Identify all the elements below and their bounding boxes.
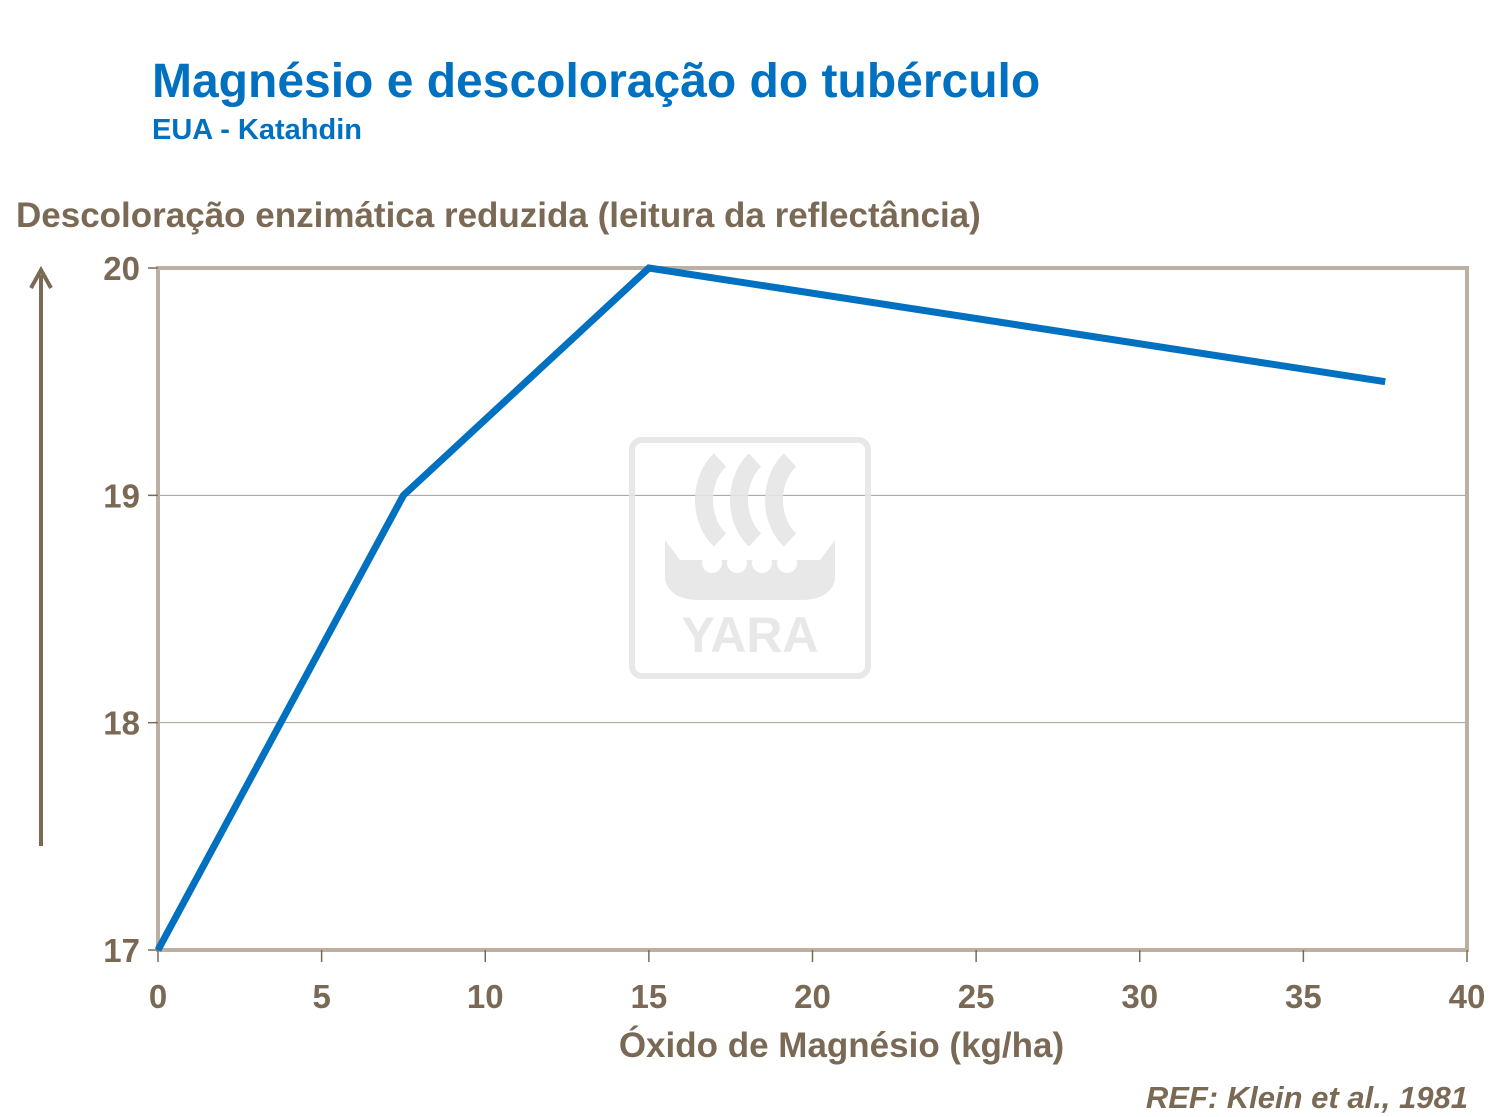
y-tick-label: 19: [103, 477, 140, 514]
reference-note: REF: Klein et al., 1981: [1145, 1080, 1468, 1115]
chart-subtitle: EUA - Katahdin: [152, 114, 362, 146]
chart-title: Magnésio e descoloração do tubérculo: [152, 55, 1041, 108]
up-arrow-icon: [29, 265, 53, 846]
axis-ticks: 17 18 19 20 0 5 10 15 20 25 30 35 40: [103, 250, 1485, 1015]
x-tick-label: 15: [631, 978, 668, 1015]
x-tick-label: 20: [794, 978, 831, 1015]
y-tick-label: 17: [103, 932, 140, 969]
gridlines: [158, 494, 1467, 724]
x-tick-label: 5: [312, 978, 330, 1015]
x-tick-label: 30: [1121, 978, 1158, 1015]
y-axis-label: Descoloração enzimática reduzida (leitur…: [16, 196, 981, 235]
svg-text:YARA: YARA: [681, 607, 818, 663]
x-tick-label: 40: [1449, 978, 1486, 1015]
x-tick-label: 25: [958, 978, 995, 1015]
x-tick-label: 0: [149, 978, 167, 1015]
yara-watermark: YARA: [629, 437, 871, 679]
y-tick-label: 18: [103, 705, 140, 742]
x-axis-label: Óxido de Magnésio (kg/ha): [618, 1026, 1065, 1065]
y-tick-label: 20: [103, 250, 140, 287]
series-line: [154, 264, 1386, 952]
x-tick-label: 10: [467, 978, 504, 1015]
x-tick-label: 35: [1285, 978, 1322, 1015]
